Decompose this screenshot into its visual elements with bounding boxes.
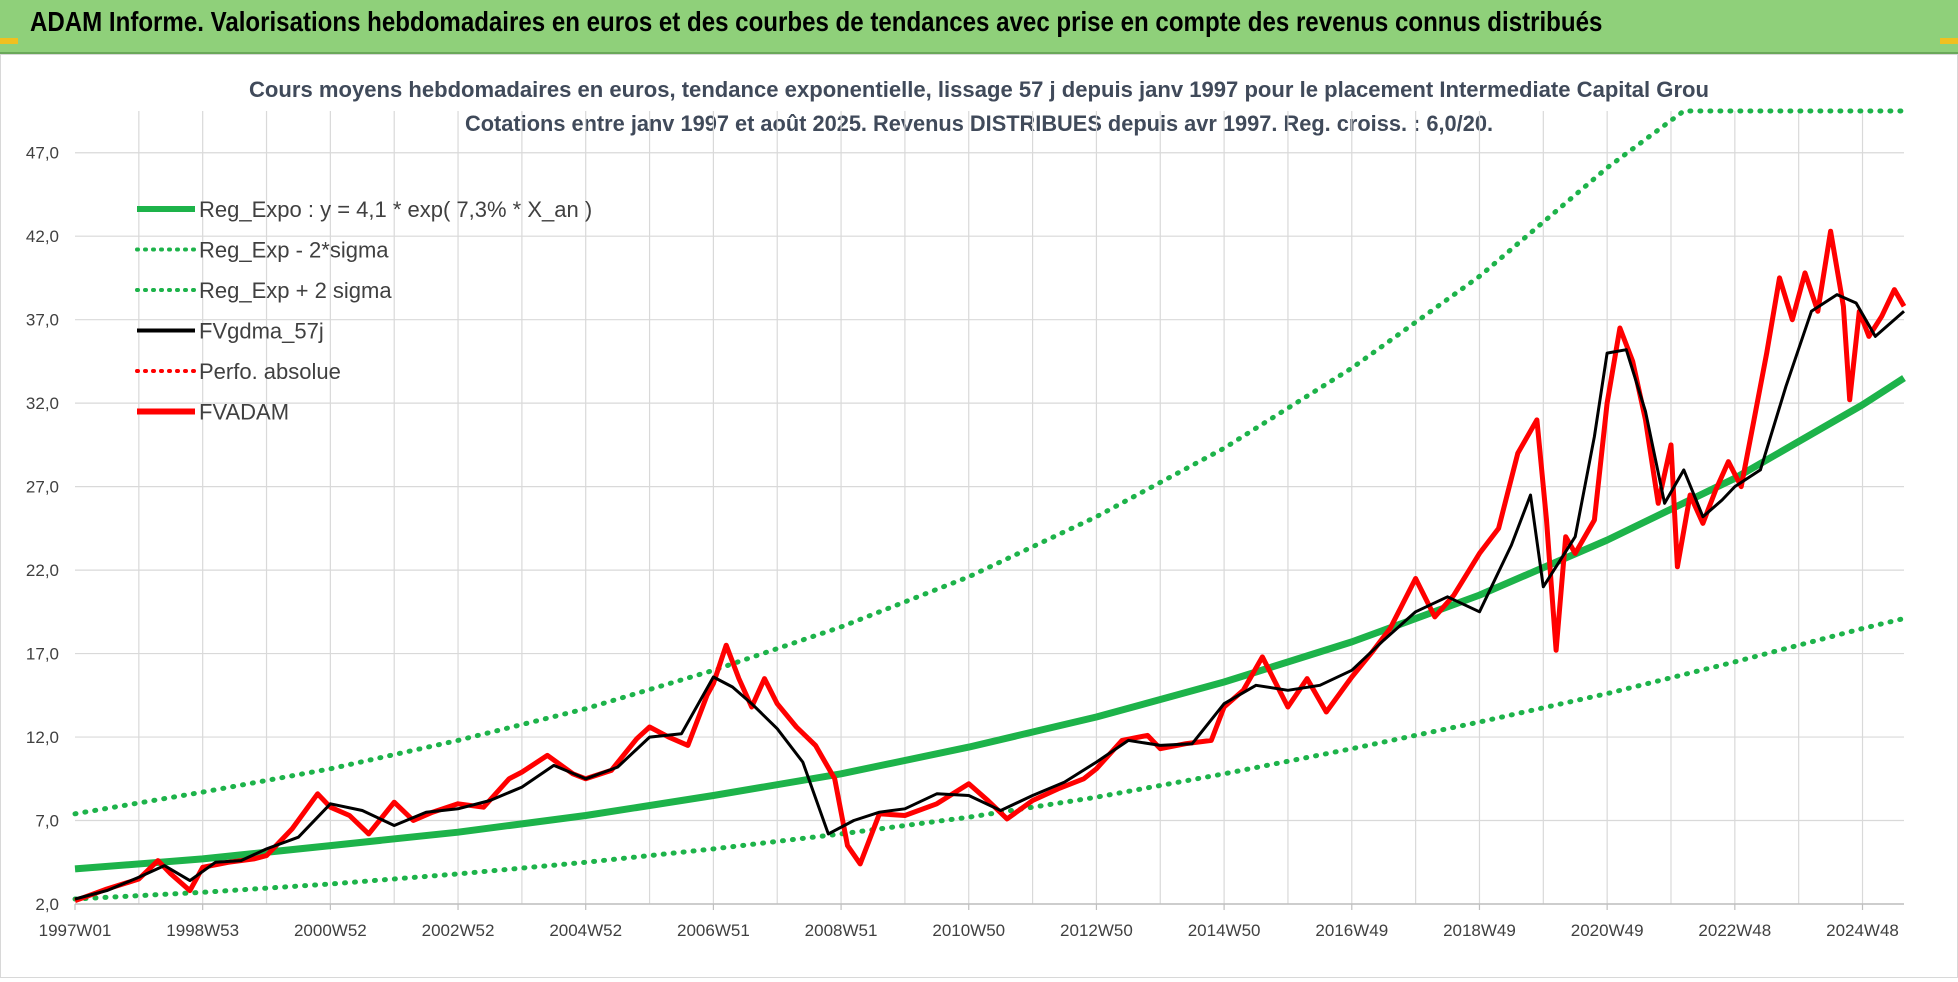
legend-label: Perfo. absolue — [199, 359, 341, 384]
x-tick-label: 2024W48 — [1826, 921, 1899, 940]
x-tick-label: 2002W52 — [422, 921, 495, 940]
x-tick-label: 2012W50 — [1060, 921, 1133, 940]
grid — [75, 111, 1904, 905]
line-chart: Cours moyens hebdomadaires en euros, ten… — [26, 77, 1907, 940]
y-tick-label: 32,0 — [26, 394, 59, 413]
legend-label: Reg_Exp - 2*sigma — [199, 238, 389, 263]
y-tick-label: 42,0 — [26, 227, 59, 246]
x-tick-label: 2010W50 — [932, 921, 1005, 940]
legend-label: Reg_Exp + 2 sigma — [199, 278, 392, 303]
series-layer — [72, 108, 1907, 904]
x-tick-label: 2000W52 — [294, 921, 367, 940]
x-tick-label: 1997W01 — [39, 921, 112, 940]
chart-title: Cours moyens hebdomadaires en euros, ten… — [249, 77, 1709, 102]
x-tick-label: 2018W49 — [1443, 921, 1516, 940]
x-tick-label: 2008W51 — [805, 921, 878, 940]
y-tick-label: 37,0 — [26, 311, 59, 330]
y-tick-label: 17,0 — [26, 645, 59, 664]
chart-subtitle: Cotations entre janv 1997 et août 2025. … — [465, 111, 1493, 136]
x-tick-label: 2022W48 — [1698, 921, 1771, 940]
legend-label: FVADAM — [199, 400, 289, 425]
axes: 2,0 7,0 12,0 17,0 22,0 27,0 32,0 37,0 42,0 47,0 19… — [26, 144, 1904, 940]
reg-expo-line — [74, 375, 1906, 873]
legend: Reg_Expo : y = 4,1 * exp( 7,3% * X_an ) R… — [135, 197, 592, 425]
x-tick-label: 2006W51 — [677, 921, 750, 940]
y-tick-label: 12,0 — [26, 728, 59, 747]
y-tick-label: 2,0 — [35, 895, 59, 914]
reg-exp-plus-2sigma-line — [72, 108, 1907, 817]
chart-frame: Cours moyens hebdomadaires en euros, ten… — [0, 54, 1958, 978]
x-tick-label: 2004W52 — [549, 921, 622, 940]
y-tick-label: 27,0 — [26, 478, 59, 497]
report-title: ADAM Informe. Valorisations hebdomadaire… — [30, 6, 1603, 37]
y-tick-label: 22,0 — [26, 561, 59, 580]
report-banner: ADAM Informe. Valorisations hebdomadaire… — [0, 0, 1958, 54]
x-tick-label: 1998W53 — [166, 921, 239, 940]
reg-exp-minus-2sigma-line — [72, 616, 1907, 902]
corner-marker-left — [0, 38, 18, 44]
x-tick-label: 2016W49 — [1315, 921, 1388, 940]
y-tick-label: 7,0 — [35, 812, 59, 831]
legend-label: Reg_Expo : y = 4,1 * exp( 7,3% * X_an ) — [199, 197, 592, 222]
corner-marker-right — [1940, 38, 1958, 44]
y-tick-label: 47,0 — [26, 144, 59, 163]
x-tick-label: 2020W49 — [1571, 921, 1644, 940]
legend-label: FVgdma_57j — [199, 319, 324, 344]
x-tick-label: 2014W50 — [1188, 921, 1261, 940]
fvgdma-57j-line — [74, 293, 1905, 901]
